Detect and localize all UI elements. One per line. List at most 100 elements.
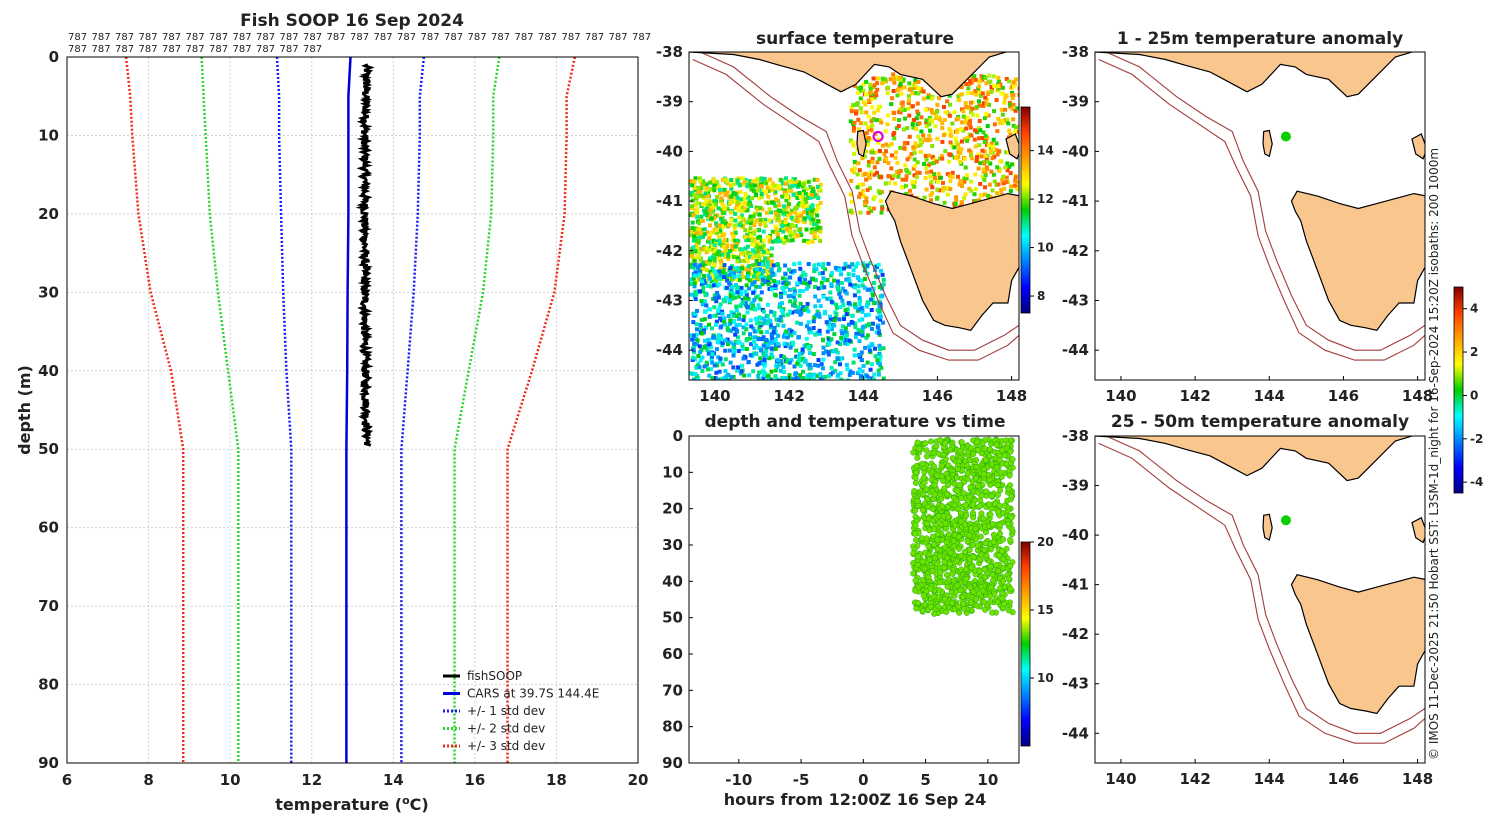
anomaly2-isobath-200m <box>1105 436 1425 734</box>
sst-cell <box>800 199 805 204</box>
anomaly1-mainland <box>1095 52 1415 98</box>
sst-cell <box>852 159 857 164</box>
sst-cell <box>995 129 1000 134</box>
sst-cell <box>898 78 903 82</box>
depth-time-point <box>976 568 983 575</box>
sst-cell <box>786 213 791 218</box>
sst-cell <box>994 147 999 152</box>
sst-cell <box>916 86 921 91</box>
sst-cell <box>870 343 875 348</box>
sst-cell <box>702 364 707 369</box>
sst-cell <box>902 146 907 151</box>
sst-cell <box>860 283 865 288</box>
sst-cell <box>697 365 702 370</box>
sst-cell <box>859 329 864 334</box>
sst-cell <box>805 281 810 286</box>
sst-cell <box>878 317 883 322</box>
sst-cell <box>767 287 772 291</box>
sst-cell <box>925 170 929 175</box>
sst-cell <box>1011 84 1016 89</box>
sst-cell <box>838 371 843 376</box>
sst-cell <box>988 79 993 84</box>
sst-cell <box>980 175 985 180</box>
sst-cell <box>767 218 772 223</box>
sst-cell <box>702 266 707 271</box>
sst-cell <box>950 170 955 175</box>
sst-cell <box>832 278 837 283</box>
sst-cell <box>861 82 866 87</box>
sst-cell <box>876 104 881 109</box>
sst-cell <box>867 323 872 328</box>
sst-cell <box>729 186 734 191</box>
sst-cell <box>708 187 713 192</box>
sst-cell <box>825 329 830 334</box>
sst-cell <box>871 286 876 291</box>
depth-time-colorbar-tick: 15 <box>1037 603 1054 617</box>
sst-cell <box>892 131 897 135</box>
sst-cell <box>801 305 806 310</box>
sst-cell <box>816 262 821 267</box>
sst-cell <box>713 246 718 251</box>
sst-cell <box>948 102 952 107</box>
sst-cell <box>844 362 849 367</box>
sst-cell <box>710 266 715 271</box>
depth-time-point <box>986 446 993 453</box>
depth-time-point <box>945 576 952 583</box>
sst-cell <box>877 352 882 356</box>
sst-cell <box>804 201 809 206</box>
sst-cell <box>954 195 959 200</box>
sst-cell <box>726 314 731 318</box>
sst-cell <box>712 188 717 193</box>
sst-cell <box>700 219 705 223</box>
sst-cell <box>756 180 761 185</box>
sst-cell <box>939 153 944 158</box>
sst-cell <box>968 78 973 83</box>
depth-time-point <box>1004 440 1011 447</box>
sst-cell <box>981 101 986 106</box>
sst-cell <box>792 262 797 267</box>
sst-cell <box>848 282 853 287</box>
sst-cell <box>916 91 921 96</box>
sst-cell <box>763 256 768 261</box>
sst-cell <box>700 331 705 336</box>
sst-cell <box>945 99 950 104</box>
sst-cell <box>746 202 751 207</box>
sst-cell <box>914 175 919 180</box>
sst-cell <box>823 375 828 379</box>
sst-cell <box>796 355 801 360</box>
sst-cell <box>867 114 871 119</box>
sst-cell <box>835 284 840 289</box>
sst-cell <box>858 96 863 101</box>
sst-cell <box>777 239 782 244</box>
depth-time-point <box>990 539 997 546</box>
sst-cell <box>839 272 844 277</box>
sst-cell <box>856 161 861 166</box>
depth-time-point <box>1005 575 1012 582</box>
sst-cell <box>819 280 824 285</box>
sst-cell <box>798 363 803 368</box>
sst-cell <box>913 91 918 96</box>
depth-time-point <box>943 608 950 615</box>
profile-ytick: 80 <box>38 676 59 694</box>
sst-cell <box>815 309 820 314</box>
sst-cell <box>744 221 749 226</box>
sst-cell <box>978 128 983 133</box>
sst-cell <box>928 174 933 179</box>
profile-count: 787 <box>186 44 205 55</box>
sst-cell <box>787 309 792 314</box>
sst-cell <box>800 195 805 200</box>
sst-cell <box>731 182 736 187</box>
sst-cell <box>957 146 962 151</box>
profile-ytick: 50 <box>38 440 59 458</box>
sst-cell <box>797 277 802 282</box>
sst-cell <box>697 227 702 232</box>
sst-cell <box>972 137 977 142</box>
sst-cell <box>841 303 846 307</box>
depth-time-point <box>980 515 987 522</box>
anomaly2-mainland <box>1095 436 1415 482</box>
sst-cell <box>794 354 799 359</box>
sst-cell <box>969 156 974 161</box>
sst-cell <box>731 345 736 350</box>
sst-cell <box>765 265 770 270</box>
sst-cell <box>848 119 853 124</box>
